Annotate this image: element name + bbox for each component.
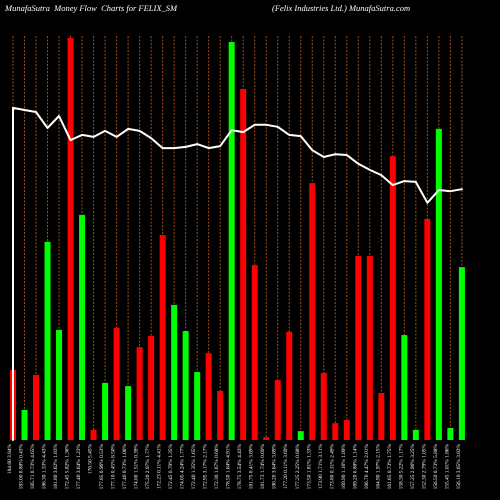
x-tick-label: 166.70 4.47% 2.01%	[364, 443, 370, 489]
x-tick-label: 178.50 1.64% 4.91%	[226, 443, 232, 489]
x-tick-label: 177.40 0.73% 1.06%	[122, 443, 128, 489]
money-flow-bar	[343, 419, 350, 440]
x-tick-labels: 184.60 3.84% 183.00 0.88% 0.43% 185.71 0.7…	[7, 443, 462, 489]
x-tick-label: 184.60 3.84%	[7, 444, 13, 475]
money-flow-bar	[378, 392, 385, 440]
x-tick-label: 186.30 1.33% 4.43%	[42, 443, 48, 489]
money-flow-bar	[90, 429, 97, 440]
x-tick-label: 181.80 3.62% 1.83%	[53, 443, 59, 489]
money-flow-bar	[435, 128, 442, 441]
money-flow-bar	[205, 353, 212, 440]
x-tick-label: 180.20 3.64% 3.89%	[272, 443, 278, 489]
money-flow-bar	[355, 255, 362, 440]
x-tick-label: 176.50 5.45%	[88, 444, 94, 475]
money-flow-bar	[159, 234, 166, 440]
money-flow-bar	[194, 372, 201, 440]
price-line	[12, 106, 463, 441]
x-tick-label: 175.20 2.97% 1.77%	[145, 443, 151, 489]
x-tick-label: 178.75 3.54% 4.43%	[237, 443, 243, 489]
x-tick-label: 177.40 3.64% 1.23%	[76, 443, 82, 489]
money-flow-bar	[56, 329, 63, 440]
money-flow-bar	[401, 335, 408, 440]
chart-title: MunafaSutra Money Flow Charts for FELIX_…	[4, 3, 178, 13]
x-tick-label: 172.45 5.82% 1.36%	[65, 443, 71, 489]
x-tick-label: 177.85 0.96% 0.53%	[99, 443, 105, 489]
x-tick-label: 173.90 1.71% 3.11%	[318, 443, 324, 489]
money-flow-bar	[458, 267, 465, 440]
x-tick-label: 177.10 0.45% 8.50%	[111, 443, 117, 489]
money-flow-bar	[309, 183, 316, 440]
x-tick-label: 172.95 3.17% 2.17%	[203, 443, 209, 489]
money-flow-bar	[148, 335, 155, 440]
x-tick-label: 183.00 0.88% 0.43%	[19, 443, 25, 489]
money-flow-bar	[44, 241, 51, 440]
money-flow-bar	[228, 42, 235, 441]
money-flow-bar	[447, 427, 454, 440]
x-tick-label: 169.20 0.88% 1.14%	[352, 443, 358, 489]
x-tick-label: 181.75 0.41% 3.89%	[249, 443, 255, 489]
money-flow-bar	[389, 156, 396, 441]
money-flow-bar	[424, 218, 431, 440]
money-flow-bar	[217, 390, 224, 440]
money-flow-bar	[182, 331, 189, 440]
money-flow-bar	[33, 374, 40, 440]
money-flow-bar	[171, 304, 178, 440]
x-tick-label: 174.00 1.51% 0.39%	[134, 443, 140, 489]
money-flow-bar	[320, 372, 327, 440]
money-flow-bar	[125, 386, 132, 440]
x-tick-label: 161.65 0.73% 1.75%	[387, 443, 393, 489]
x-tick-label: 173.50 1.81% 1.33%	[306, 443, 312, 489]
x-tick-label: 172.30 1.67% 0.68%	[214, 443, 220, 489]
x-tick-label: 173.80 0.31% 2.49%	[329, 443, 335, 489]
x-tick-label: 172.23 0.11% 4.41%	[157, 443, 163, 489]
money-flow-bar	[240, 89, 247, 440]
money-flow-bar	[102, 382, 109, 440]
x-tick-label: 185.71 0.73% 4.65%	[30, 443, 36, 489]
x-tick-label: 156.10 3.65% 3.83%	[456, 443, 462, 489]
money-flow-bar	[263, 437, 270, 440]
money-flow-bars	[10, 38, 465, 441]
money-flow-bar	[21, 409, 28, 440]
money-flow-bar	[412, 429, 419, 440]
money-flow-bar	[274, 380, 281, 440]
x-tick-label: 172.45 0.79% 1.35%	[168, 443, 174, 489]
money-flow-bar	[113, 327, 120, 440]
money-flow-bar	[332, 423, 339, 440]
x-tick-label: 172.40 1.35% 1.65%	[191, 443, 197, 489]
chart-subtitle: (Felix Industries Ltd.) MunafaSutra.com	[272, 3, 410, 13]
money-flow-bar	[67, 38, 74, 440]
x-tick-label: 174.05 4.24% 1.77%	[180, 443, 186, 489]
x-tick-label: 177.20 0.11% 3.69%	[283, 443, 289, 489]
money-flow-bar	[286, 331, 293, 440]
x-tick-label: 152.30 2.79% 1.05%	[421, 443, 427, 489]
money-flow-bar	[366, 255, 373, 440]
x-tick-label: 157.25 2.96% 3.25%	[410, 443, 416, 489]
x-tick-label: 164.90 1.97% 2.15%	[375, 443, 381, 489]
money-flow-bar	[251, 265, 258, 440]
x-tick-label: 158.30 5.22% 1.17%	[398, 443, 404, 489]
x-tick-label: 177.25 2.25% 0.88%	[295, 443, 301, 489]
x-tick-label: 155.45 1.01% 1.86%	[444, 443, 450, 489]
money-flow-bar	[79, 214, 86, 440]
money-flow-bar	[297, 431, 304, 440]
x-tick-label: 156.50 0.73% 5.88%	[433, 443, 439, 489]
x-tick-label: 169.90 1.16% 1.99%	[341, 443, 347, 489]
x-tick-label: 181.73 1.74% 0.69%	[260, 443, 266, 489]
money-flow-bar	[136, 347, 143, 440]
